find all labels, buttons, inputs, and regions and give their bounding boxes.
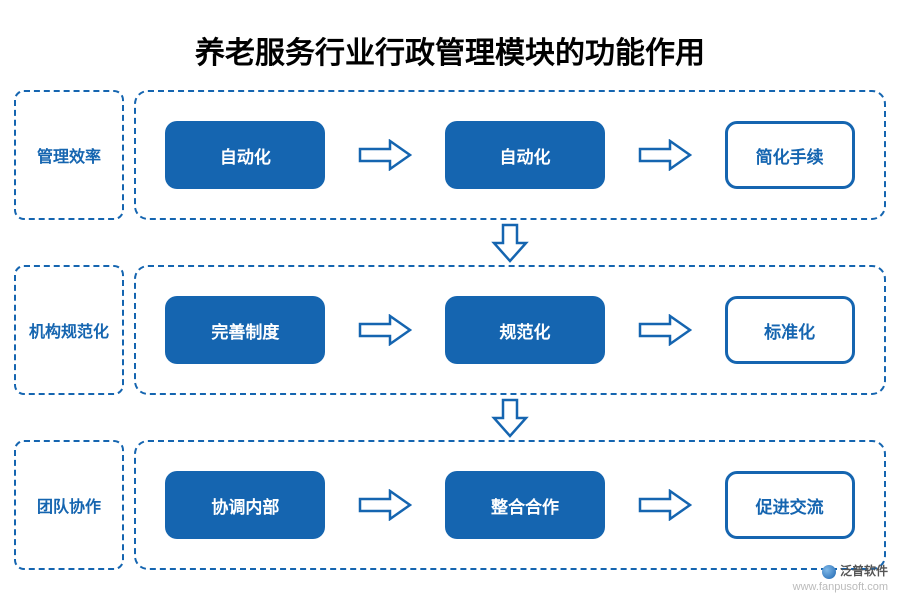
flow-row: 机构规范化完善制度 规范化 标准化	[14, 265, 886, 395]
logo-icon	[822, 565, 836, 579]
watermark-url: www.fanpusoft.com	[793, 580, 888, 594]
flow-node: 简化手续	[725, 121, 855, 189]
down-arrow-slot	[14, 220, 886, 265]
flow-node: 自动化	[165, 121, 325, 189]
arrow-right-icon	[358, 314, 412, 346]
flow-node: 规范化	[445, 296, 605, 364]
flow-node: 自动化	[445, 121, 605, 189]
flow-row: 团队协作协调内部 整合合作 促进交流	[14, 440, 886, 570]
row-flow-box: 完善制度 规范化 标准化	[134, 265, 886, 395]
row-flow-box: 自动化 自动化 简化手续	[134, 90, 886, 220]
arrow-right-icon	[638, 314, 692, 346]
flow-node: 整合合作	[445, 471, 605, 539]
row-category-box: 机构规范化	[14, 265, 124, 395]
arrow-right-icon	[638, 489, 692, 521]
arrow-right-icon	[358, 489, 412, 521]
flow-row: 管理效率自动化 自动化 简化手续	[14, 90, 886, 220]
down-arrow-slot	[14, 395, 886, 440]
rows-container: 管理效率自动化 自动化 简化手续 机构规范化完善制度 规范化 标准化 团队协作协…	[0, 90, 900, 570]
flow-node: 标准化	[725, 296, 855, 364]
watermark: 泛普软件 www.fanpusoft.com	[793, 564, 888, 594]
flow-node: 完善制度	[165, 296, 325, 364]
arrow-down-icon	[490, 223, 530, 263]
arrow-down-icon	[490, 398, 530, 438]
diagram-title: 养老服务行业行政管理模块的功能作用	[0, 0, 900, 90]
row-category-box: 管理效率	[14, 90, 124, 220]
row-flow-box: 协调内部 整合合作 促进交流	[134, 440, 886, 570]
flow-node: 协调内部	[165, 471, 325, 539]
arrow-right-icon	[638, 139, 692, 171]
row-category-box: 团队协作	[14, 440, 124, 570]
flow-node: 促进交流	[725, 471, 855, 539]
watermark-brand: 泛普软件	[840, 564, 888, 580]
arrow-right-icon	[358, 139, 412, 171]
